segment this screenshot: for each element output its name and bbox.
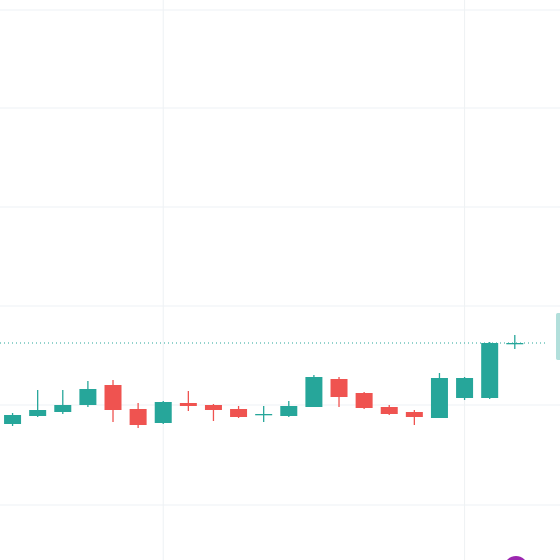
candle-body [506,343,524,345]
candle-body [456,378,474,398]
candle-body [54,405,72,412]
candle-body [305,377,323,407]
candle-body [154,402,172,423]
candle-body [179,403,197,406]
candle-body [104,385,122,410]
candle-body [481,343,499,398]
candle-body [355,393,373,408]
indicator-badge [507,556,525,560]
candle-body [430,378,448,418]
candle-body [230,409,248,417]
candle-body [255,414,273,416]
candle-body [129,409,147,425]
candle-body [330,379,348,397]
candle-body [280,406,298,416]
candle-body [79,389,97,405]
candle-body [29,410,47,416]
candle-body [4,415,22,424]
candle-body [380,407,398,414]
candle-body [204,405,222,410]
price-tag [556,313,560,360]
candle-body [405,412,423,417]
